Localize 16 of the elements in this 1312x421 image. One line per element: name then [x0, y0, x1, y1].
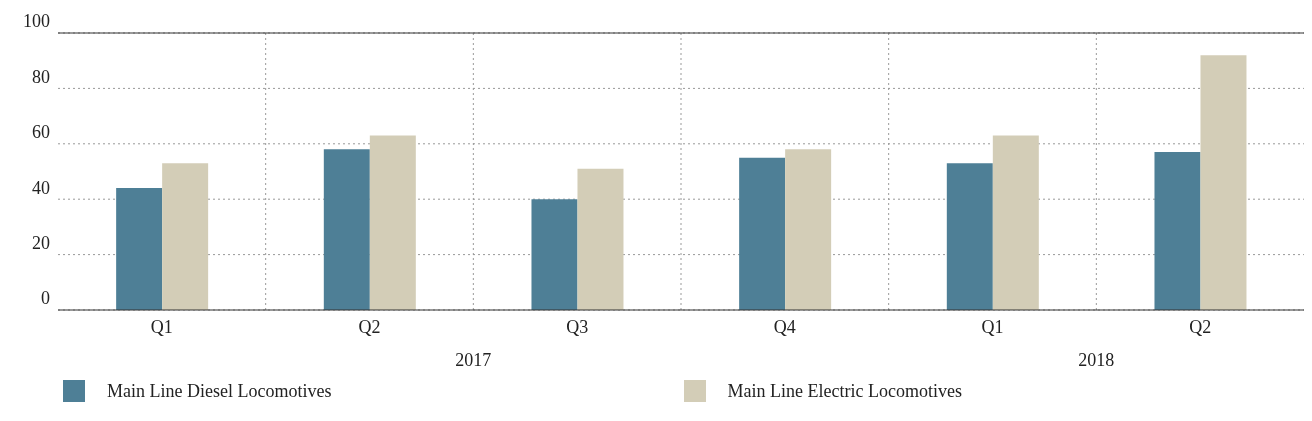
text: 2017: [454, 350, 493, 371]
y-tick-label: 60: [32, 122, 50, 143]
x-tick-label: Q4: [773, 316, 796, 337]
y-tick-label: 40: [32, 177, 50, 198]
y-tick-label: 80: [32, 66, 50, 87]
x-tick-label: Q2: [1189, 316, 1212, 337]
legend-label: Main Line Electric Locomotives: [727, 380, 962, 402]
legend-label: Main Line Diesel Locomotives: [107, 380, 332, 402]
x-tick-label: Q1: [981, 316, 1004, 337]
x-tick-label: Q3: [566, 316, 589, 337]
y-tick-label: 100: [23, 11, 50, 32]
y-tick-label: 20: [32, 232, 50, 253]
text: 2018: [1077, 350, 1116, 371]
y-tick-label: 0: [41, 288, 50, 309]
x-tick-label: Q2: [358, 316, 381, 337]
x-tick-label: Q1: [150, 316, 173, 337]
